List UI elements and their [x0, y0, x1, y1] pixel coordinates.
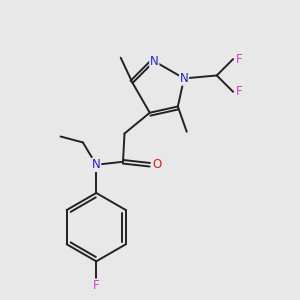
Text: O: O	[153, 158, 162, 171]
Text: F: F	[236, 52, 243, 66]
Text: F: F	[236, 85, 243, 98]
Text: N: N	[180, 72, 188, 85]
Text: N: N	[150, 55, 159, 68]
Text: F: F	[93, 279, 100, 292]
Text: N: N	[92, 158, 100, 171]
